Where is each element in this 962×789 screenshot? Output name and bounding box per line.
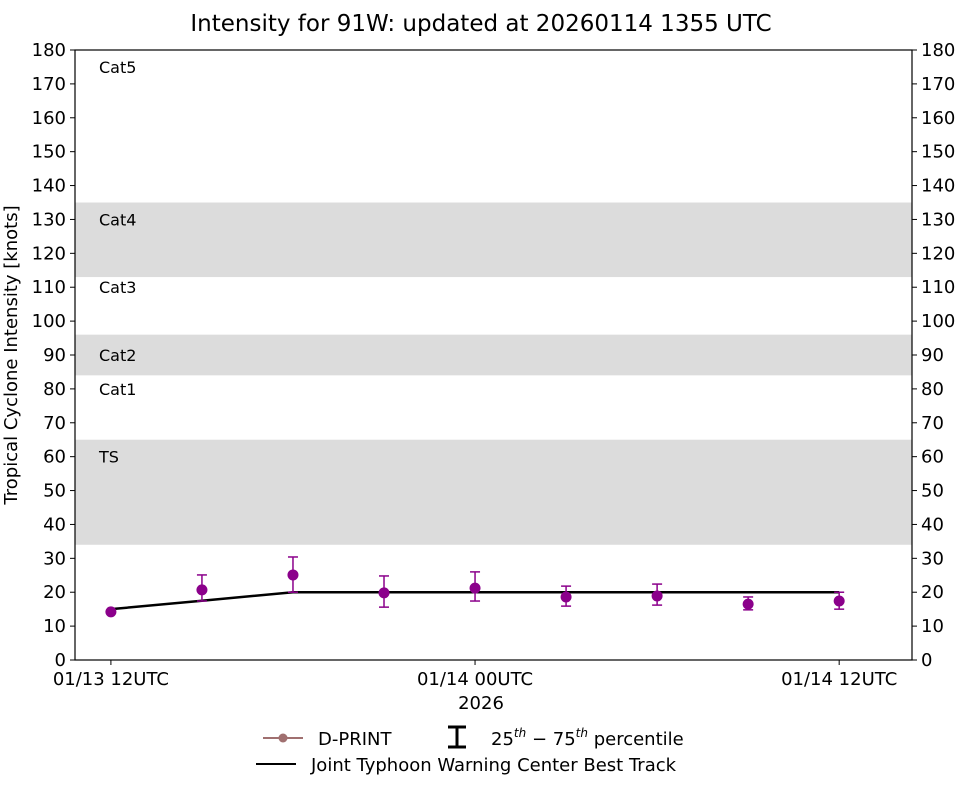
y-tick-label-right: 140 <box>921 176 955 197</box>
y-tick-label-left: 50 <box>43 481 66 502</box>
category-band <box>75 439 912 545</box>
category-label: Cat2 <box>99 346 136 365</box>
y-axis-label: Tropical Cyclone Intensity [knots] <box>1 205 22 505</box>
category-label: Cat5 <box>99 58 136 77</box>
y-tick-label-right: 60 <box>921 447 944 468</box>
dprint-point <box>469 582 481 594</box>
y-tick-label-right: 150 <box>921 142 955 163</box>
y-tick-label-left: 120 <box>32 243 66 264</box>
category-band <box>75 202 912 278</box>
category-label: Cat4 <box>99 210 136 229</box>
y-tick-label-left: 100 <box>32 311 66 332</box>
chart-title: Intensity for 91W: updated at 20260114 1… <box>190 11 771 37</box>
y-tick-label-right: 30 <box>921 548 944 569</box>
legend-errorbar-icon <box>448 725 466 749</box>
y-tick-label-left: 110 <box>32 277 66 298</box>
y-tick-label-right: 110 <box>921 277 955 298</box>
dprint-point <box>833 595 845 607</box>
y-tick-label-right: 170 <box>921 74 955 95</box>
y-tick-label-right: 80 <box>921 379 944 400</box>
legend-dprint-label: D-PRINT <box>318 729 392 750</box>
legend-besttrack-label: Joint Typhoon Warning Center Best Track <box>310 755 677 776</box>
y-tick-label-right: 0 <box>921 650 932 671</box>
dprint-point <box>651 590 663 602</box>
x-tick-label: 01/13 12UTC <box>53 669 169 690</box>
y-tick-label-left: 150 <box>32 142 66 163</box>
y-tick-label-left: 10 <box>43 616 66 637</box>
y-tick-label-left: 30 <box>43 548 66 569</box>
y-tick-label-left: 70 <box>43 413 66 434</box>
y-tick-label-right: 10 <box>921 616 944 637</box>
y-tick-label-right: 130 <box>921 209 955 230</box>
legend: D-PRINT 25th − 75th percentile Joint Typ… <box>256 725 684 776</box>
legend-dprint-marker <box>278 733 288 743</box>
dprint-point <box>196 584 208 596</box>
y-tick-label-left: 40 <box>43 514 66 535</box>
y-tick-label-right: 180 <box>921 40 955 61</box>
x-tick-label: 01/14 12UTC <box>781 669 897 690</box>
dprint-point <box>287 569 299 581</box>
y-tick-label-left: 80 <box>43 379 66 400</box>
y-tick-label-left: 140 <box>32 176 66 197</box>
y-tick-label-right: 90 <box>921 345 944 366</box>
category-label: Cat1 <box>99 380 136 399</box>
category-label: Cat3 <box>99 278 136 297</box>
y-tick-label-right: 120 <box>921 243 955 264</box>
y-tick-label-left: 170 <box>32 74 66 95</box>
y-tick-label-right: 160 <box>921 108 955 129</box>
y-tick-label-left: 90 <box>43 345 66 366</box>
y-tick-label-left: 180 <box>32 40 66 61</box>
y-tick-label-right: 20 <box>921 582 944 603</box>
dprint-point <box>378 587 390 599</box>
y-tick-label-left: 160 <box>32 108 66 129</box>
x-axis-label: 2026 <box>458 693 504 714</box>
y-tick-label-left: 0 <box>55 650 66 671</box>
dprint-point <box>742 598 754 610</box>
legend-percentile-label: 25th − 75th percentile <box>491 726 684 750</box>
y-tick-label-left: 20 <box>43 582 66 603</box>
y-tick-label-right: 100 <box>921 311 955 332</box>
x-tick-label: 01/14 00UTC <box>417 669 533 690</box>
y-tick-label-right: 40 <box>921 514 944 535</box>
y-tick-label-left: 60 <box>43 447 66 468</box>
dprint-point <box>560 591 572 603</box>
y-tick-label-right: 70 <box>921 413 944 434</box>
y-tick-label-right: 50 <box>921 481 944 502</box>
y-tick-label-left: 130 <box>32 209 66 230</box>
category-label: TS <box>98 448 119 467</box>
dprint-point <box>105 606 117 618</box>
category-band <box>75 334 912 376</box>
